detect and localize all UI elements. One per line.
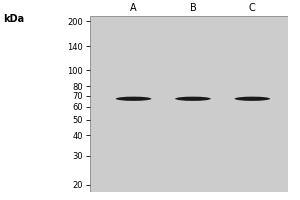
Ellipse shape [175,97,211,101]
Text: kDa: kDa [3,14,24,24]
Ellipse shape [235,97,270,101]
Text: B: B [190,3,196,13]
Text: C: C [249,3,256,13]
Ellipse shape [116,97,152,101]
Text: A: A [130,3,137,13]
